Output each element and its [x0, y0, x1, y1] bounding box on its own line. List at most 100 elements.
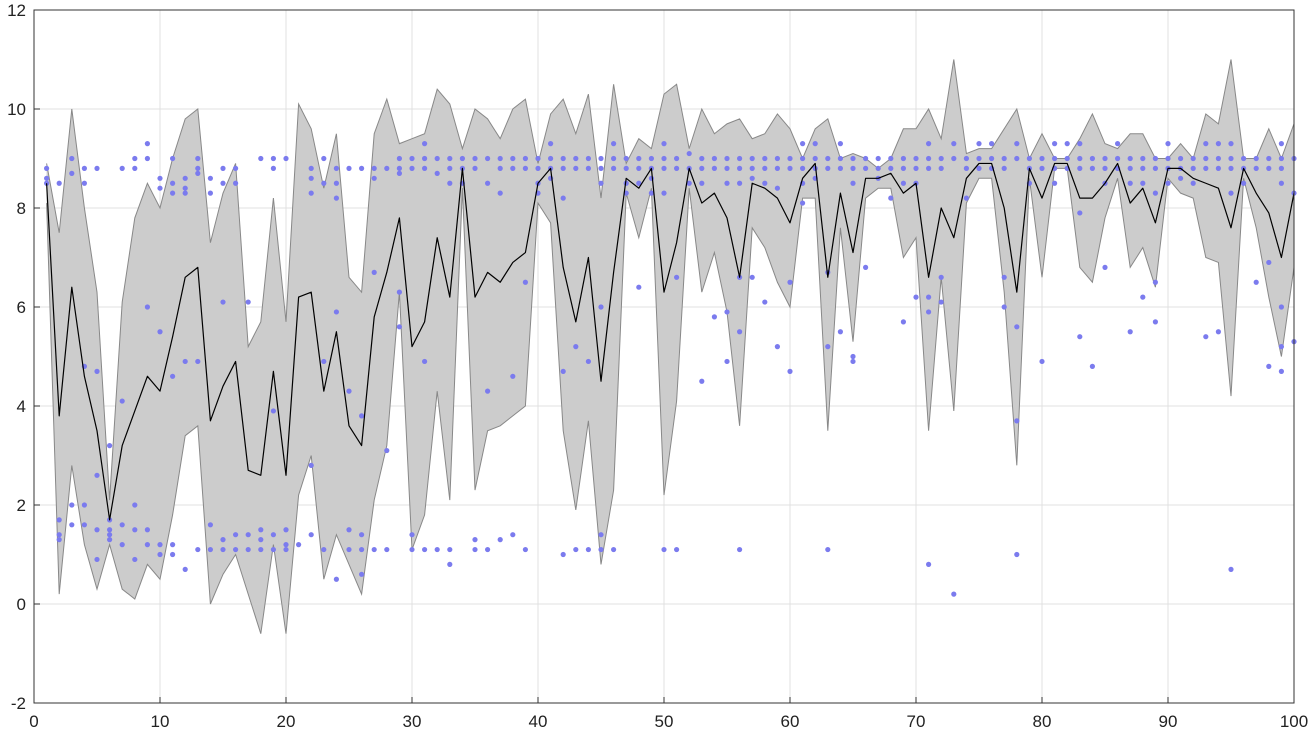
scatter-point [1165, 141, 1171, 147]
scatter-point [1052, 155, 1058, 162]
scatter-point [396, 324, 402, 330]
scatter-point [636, 165, 642, 171]
scatter-point [422, 546, 428, 553]
scatter-point [346, 527, 352, 533]
scatter-point [648, 190, 655, 196]
scatter-point [434, 155, 440, 162]
scatter-point [1278, 155, 1284, 162]
scatter-point [69, 522, 75, 528]
scatter-point [497, 537, 503, 543]
scatter-point [787, 155, 793, 162]
scatter-point [636, 284, 642, 290]
scatter-point [371, 165, 377, 171]
scatter-point [132, 502, 138, 508]
scatter-point [1215, 329, 1221, 335]
scatter-point [900, 319, 907, 325]
scatter-point [800, 200, 806, 206]
scatter-point [926, 165, 932, 171]
scatter-point [1278, 180, 1284, 186]
scatter-point [1228, 155, 1234, 162]
scatter-point [220, 537, 226, 543]
scatter-point [938, 274, 944, 280]
scatter-point [132, 165, 138, 171]
scatter-point [711, 165, 718, 171]
scatter-point [1266, 155, 1272, 162]
scatter-point [724, 165, 730, 171]
scatter-point [359, 532, 365, 538]
scatter-point [863, 165, 869, 171]
scatter-point [1278, 344, 1284, 350]
scatter-point [661, 155, 667, 162]
scatter-point [233, 546, 239, 553]
y-tick-label: 2 [17, 496, 26, 515]
scatter-point [119, 165, 125, 171]
scatter-point [308, 175, 314, 181]
scatter-point [195, 155, 201, 162]
x-tick-label: 90 [1159, 712, 1178, 731]
scatter-point [270, 155, 276, 162]
scatter-point [1052, 180, 1058, 186]
scatter-point [258, 527, 264, 533]
scatter-point [636, 180, 642, 186]
scatter-point [434, 170, 440, 176]
scatter-point [585, 546, 592, 553]
scatter-point [283, 155, 289, 162]
scatter-point [258, 546, 264, 553]
scatter-point [1228, 165, 1234, 171]
band-area [46, 59, 1295, 634]
scatter-point [535, 165, 541, 171]
x-tick-label: 30 [403, 712, 422, 731]
scatter-point [737, 180, 743, 186]
scatter-point [900, 155, 907, 162]
scatter-point [396, 155, 402, 162]
scatter-point [749, 274, 755, 280]
x-tick-label: 60 [781, 712, 800, 731]
scatter-point [94, 472, 100, 478]
scatter-point [674, 546, 680, 553]
scatter-point [333, 180, 339, 186]
y-tick-label: 12 [7, 1, 26, 20]
y-tick-label: -2 [11, 694, 26, 713]
scatter-point [409, 155, 415, 162]
scatter-point [510, 532, 516, 538]
scatter-point [119, 398, 125, 404]
scatter-point [762, 299, 768, 305]
scatter-point [1165, 180, 1171, 186]
scatter-point [1077, 141, 1083, 147]
scatter-point [598, 155, 604, 162]
scatter-point [283, 527, 289, 533]
scatter-point [182, 358, 188, 365]
scatter-point [900, 165, 907, 171]
scatter-point [686, 180, 692, 186]
scatter-point [245, 299, 251, 305]
scatter-point [976, 155, 982, 162]
scatter-point [737, 155, 743, 162]
scatter-point [157, 185, 163, 191]
scatter-point [119, 542, 125, 548]
scatter-point [157, 175, 163, 181]
scatter-point [1039, 165, 1045, 171]
scatter-point [308, 190, 314, 196]
x-axis-ticks: 0 10 20 30 40 50 60 70 80 90 100 [29, 697, 1308, 731]
scatter-point [522, 279, 529, 285]
scatter-point [774, 185, 781, 191]
scatter-point [56, 517, 62, 523]
scatter-point [1228, 190, 1234, 196]
scatter-point [1241, 180, 1247, 186]
scatter-point [1052, 141, 1058, 147]
scatter-point [94, 368, 100, 374]
scatter-point [611, 155, 617, 162]
scatter-point [81, 522, 87, 528]
scatter-point [157, 542, 163, 548]
scatter-point [699, 165, 705, 171]
scatter-point [1152, 155, 1158, 162]
scatter-point [1278, 141, 1284, 147]
scatter-point [611, 141, 617, 147]
scatter-point [346, 165, 352, 171]
scatter-point [447, 155, 453, 162]
scatter-point [170, 551, 176, 558]
scatter-point [170, 180, 176, 186]
x-tick-label: 10 [151, 712, 170, 731]
scatter-point [497, 155, 503, 162]
